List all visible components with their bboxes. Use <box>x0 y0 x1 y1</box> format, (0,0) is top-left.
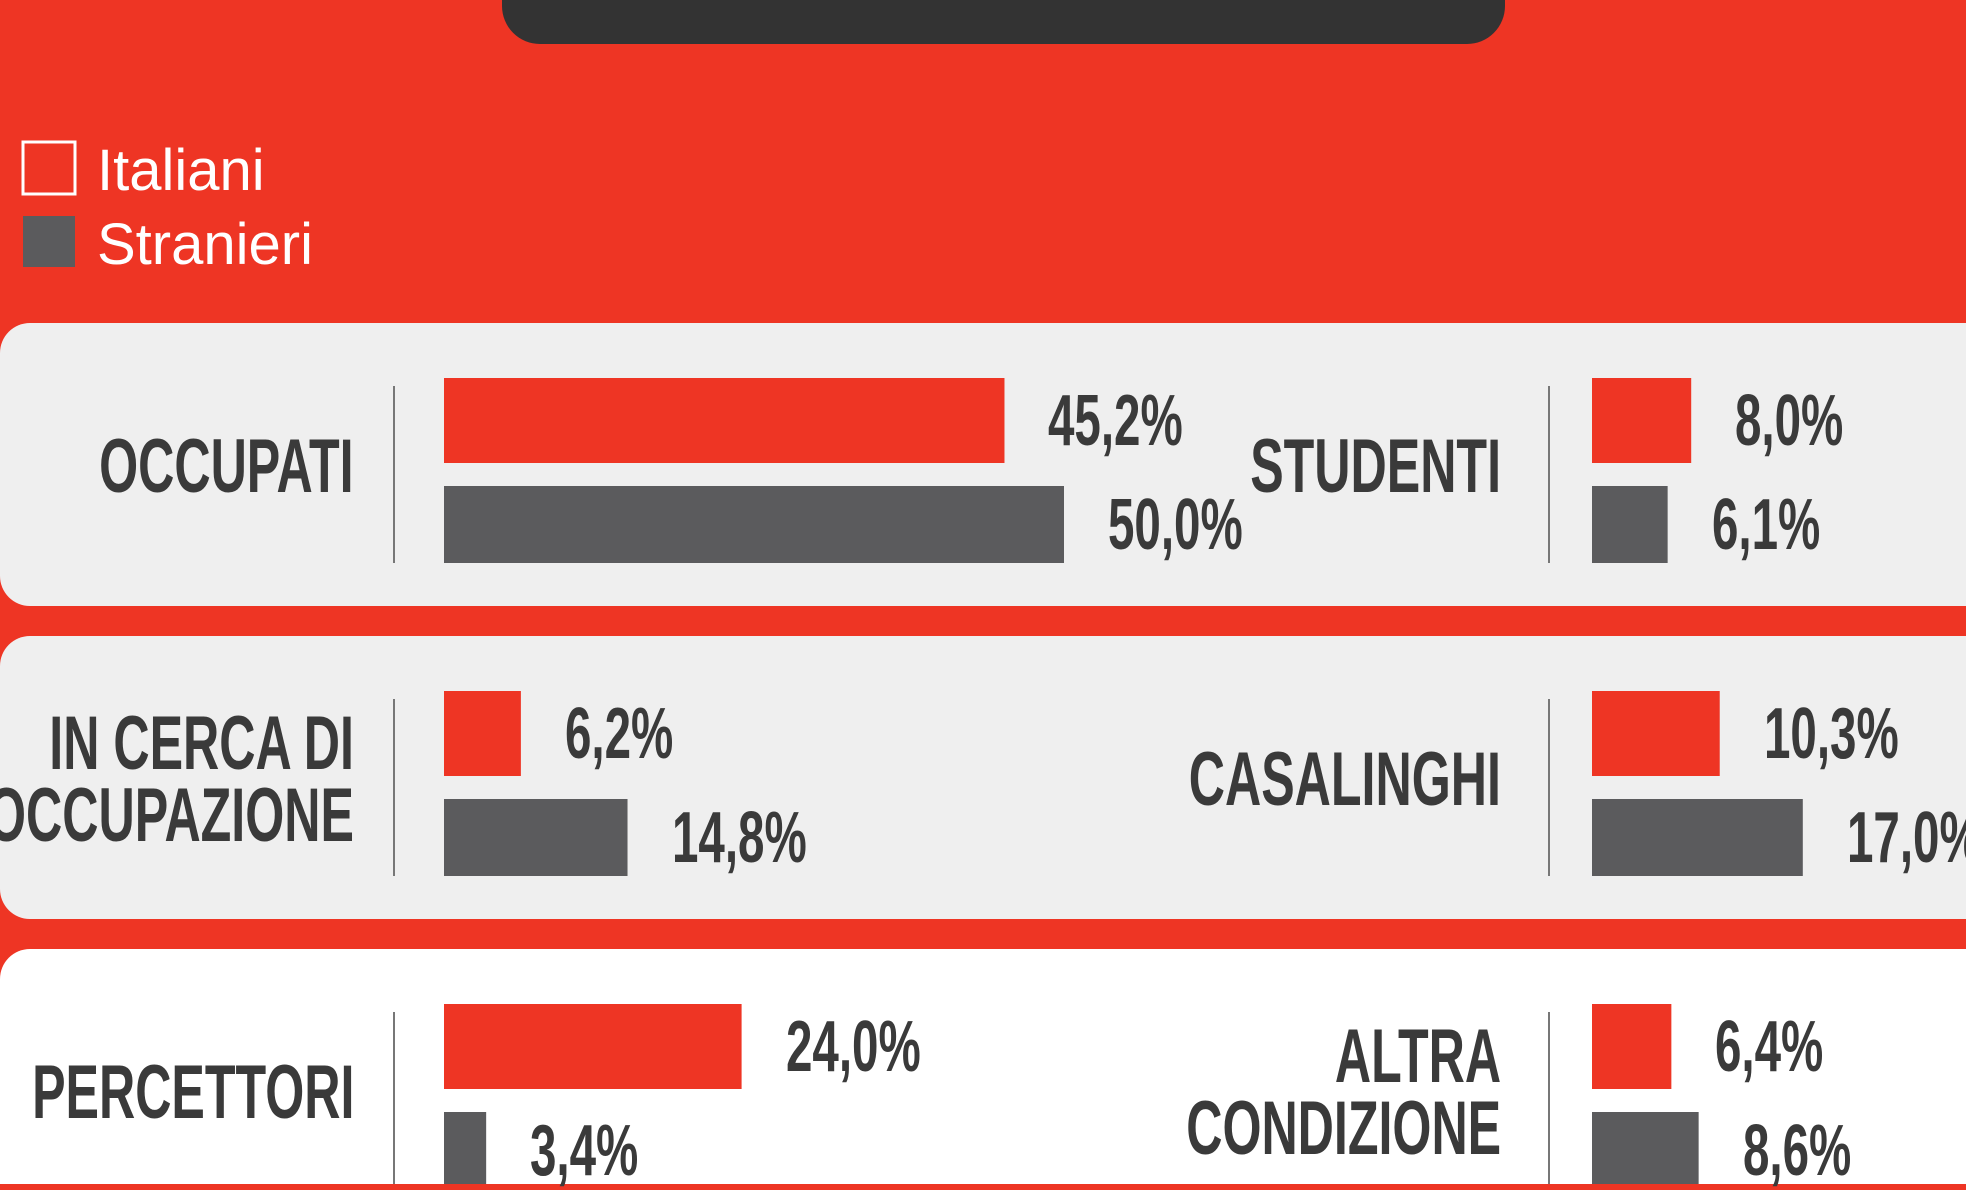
value-label: 6,1% <box>1711 484 1820 565</box>
value-label: 50,0% <box>1108 484 1243 565</box>
bar <box>1592 1004 1672 1089</box>
value-label: 45,2% <box>1048 380 1184 461</box>
value-label: 8,0% <box>1735 380 1844 461</box>
value-label: 24,0% <box>785 1006 921 1087</box>
bar <box>1592 486 1668 563</box>
bar <box>1592 1112 1699 1184</box>
value-label: 3,4% <box>530 1110 639 1190</box>
legend-swatch <box>21 140 77 196</box>
category-label: IN CERCA DI OCCUPAZIONE <box>0 700 354 858</box>
bar <box>1592 799 1803 876</box>
legend-label: Italiani <box>97 138 265 203</box>
value-label: 6,4% <box>1715 1006 1824 1087</box>
title-box <box>502 0 1505 44</box>
value-label: 17,0% <box>1846 797 1966 878</box>
bar <box>444 691 521 776</box>
bar <box>444 1004 742 1089</box>
value-label: 6,2% <box>564 693 674 774</box>
value-label: 8,6% <box>1742 1110 1851 1190</box>
bar <box>444 486 1064 563</box>
value-label: 10,3% <box>1763 693 1899 774</box>
bar <box>444 1112 487 1184</box>
legend-label: Stranieri <box>97 212 313 277</box>
category-label: ALTRA CONDIZIONE <box>1186 1013 1501 1171</box>
value-label: 14,8% <box>671 797 807 878</box>
bar <box>444 378 1005 463</box>
bar <box>1592 378 1692 463</box>
bar <box>1592 691 1720 776</box>
category-label: PERCETTORI <box>31 1049 354 1135</box>
category-label: OCCUPATI <box>99 423 354 509</box>
category-label: CASALINGHI <box>1188 736 1501 822</box>
category-label: STUDENTI <box>1250 423 1501 509</box>
bar <box>444 799 628 876</box>
legend-swatch <box>23 216 75 267</box>
